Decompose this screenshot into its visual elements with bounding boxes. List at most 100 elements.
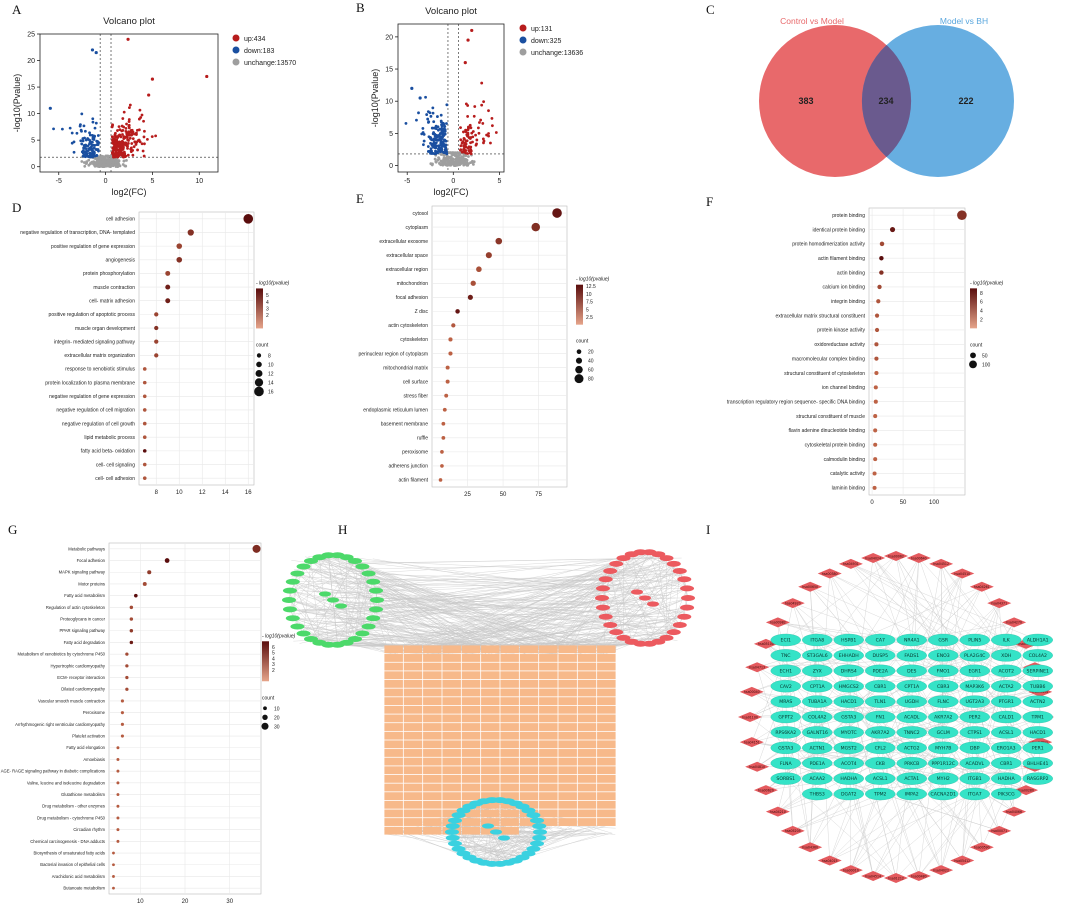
bubble bbox=[438, 478, 443, 482]
gene-node bbox=[1022, 649, 1053, 662]
bubble bbox=[120, 734, 124, 738]
gene-node bbox=[597, 705, 616, 714]
data-point bbox=[111, 138, 115, 142]
gene-node bbox=[802, 710, 833, 724]
network-edge bbox=[458, 834, 531, 850]
network-edge bbox=[394, 554, 632, 655]
legend-title: - log10(pvalue) bbox=[576, 277, 610, 283]
pathway-node bbox=[335, 603, 347, 609]
gene-node bbox=[403, 818, 423, 826]
network-edge bbox=[297, 573, 398, 654]
data-point bbox=[126, 37, 130, 41]
data-point bbox=[114, 151, 118, 155]
bubble bbox=[142, 581, 147, 586]
legend-title: count bbox=[576, 339, 589, 345]
gene-node bbox=[481, 731, 500, 740]
legend-tick: 4 bbox=[266, 300, 269, 306]
network-edge bbox=[911, 686, 1000, 831]
gene-node bbox=[865, 787, 896, 801]
data-point bbox=[438, 138, 442, 142]
gene-label: HACD1 bbox=[1030, 730, 1046, 736]
gene-node bbox=[833, 757, 864, 770]
gene-node bbox=[461, 818, 481, 826]
gene-node bbox=[519, 645, 539, 654]
network-edge bbox=[288, 599, 338, 645]
gene-node bbox=[833, 680, 864, 693]
data-point bbox=[466, 134, 469, 138]
gene-node bbox=[597, 671, 616, 680]
gene-node bbox=[597, 792, 616, 801]
data-point bbox=[445, 122, 448, 125]
gene-node bbox=[959, 680, 990, 693]
gene-node bbox=[539, 705, 558, 714]
gene-node bbox=[461, 645, 481, 654]
bubble bbox=[879, 241, 885, 247]
gene-node bbox=[442, 809, 461, 818]
legend-size-dot bbox=[256, 353, 262, 358]
legend-size-dot bbox=[263, 706, 267, 711]
data-point bbox=[140, 142, 144, 146]
gene-node bbox=[959, 741, 990, 754]
data-point bbox=[432, 126, 436, 130]
bubble bbox=[445, 365, 450, 370]
network-edge bbox=[623, 558, 688, 589]
legend-size-dot bbox=[576, 349, 582, 354]
gene-node bbox=[865, 695, 896, 708]
bubble bbox=[874, 327, 880, 333]
gene-node bbox=[500, 697, 519, 706]
network-edge bbox=[880, 747, 920, 877]
gene-node bbox=[558, 809, 577, 818]
gene-node bbox=[481, 826, 500, 835]
pathway-node bbox=[616, 555, 631, 562]
network-edge bbox=[354, 560, 526, 654]
pathway-diamond bbox=[884, 873, 908, 883]
pathway-diamond bbox=[745, 662, 770, 673]
gene-node bbox=[384, 705, 403, 714]
legend-tick: 10 bbox=[268, 362, 274, 368]
data-point bbox=[440, 127, 444, 131]
network-edge bbox=[365, 567, 651, 609]
gene-node bbox=[481, 645, 500, 654]
gene-node bbox=[896, 695, 927, 708]
gene-label: HADHA bbox=[840, 776, 858, 782]
gene-node bbox=[539, 662, 558, 671]
term-label: Fatty acid elongation bbox=[66, 745, 105, 750]
data-point bbox=[81, 149, 85, 153]
network-edge bbox=[848, 603, 1000, 748]
data-point bbox=[437, 148, 441, 152]
gene-node bbox=[928, 741, 959, 754]
data-point bbox=[472, 160, 476, 164]
data-point bbox=[98, 165, 101, 168]
gene-node bbox=[597, 697, 616, 706]
network-edge bbox=[792, 603, 818, 641]
pathway-node bbox=[370, 597, 384, 603]
gene-node bbox=[403, 688, 423, 697]
bubble bbox=[129, 605, 134, 610]
plot-frame bbox=[868, 207, 966, 496]
network-edge bbox=[317, 612, 682, 634]
data-point bbox=[481, 137, 485, 141]
data-point bbox=[422, 143, 425, 147]
data-point bbox=[422, 139, 426, 143]
network-edge bbox=[631, 558, 667, 642]
x-tick-label: 10 bbox=[176, 490, 183, 496]
data-point bbox=[428, 149, 432, 153]
gene-node bbox=[577, 783, 597, 792]
gene-node bbox=[865, 772, 896, 785]
pathway-node bbox=[304, 635, 318, 642]
data-point bbox=[125, 132, 129, 136]
gene-node bbox=[461, 679, 481, 688]
legend-tick: 3 bbox=[266, 306, 269, 312]
network-edge bbox=[454, 831, 572, 844]
network-edge bbox=[458, 848, 529, 854]
x-tick-label: 30 bbox=[226, 899, 233, 905]
gene-node bbox=[802, 695, 833, 708]
data-point bbox=[90, 48, 95, 52]
data-point bbox=[436, 115, 439, 118]
gene-label: GCLM bbox=[937, 730, 950, 736]
gene-node bbox=[519, 697, 539, 706]
gene-node bbox=[1022, 710, 1053, 724]
go-mf-bubble-chart: 0 50 100 protein binding identical protein b… bbox=[727, 207, 1004, 506]
network-edge bbox=[469, 825, 541, 858]
gene-node bbox=[577, 818, 597, 826]
